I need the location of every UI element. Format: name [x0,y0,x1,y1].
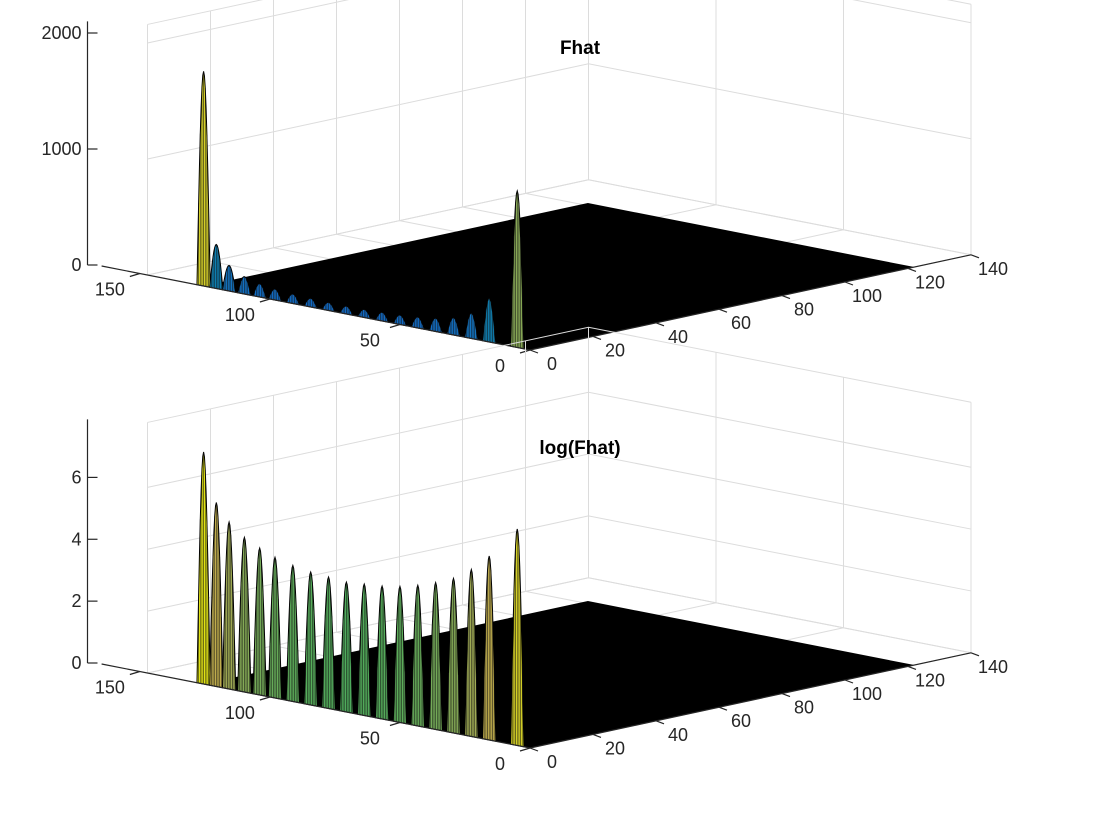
gridline-z [147,0,972,44]
x-tick [718,308,728,313]
z-tick-label: 6 [71,467,81,487]
x-tick-label: 40 [668,327,688,347]
chart-title: Fhat [560,38,601,59]
z-tick-label: 0 [71,653,81,673]
x-tick [844,281,854,286]
x-tick [529,747,539,752]
chart-title: log(Fhat) [539,438,620,459]
subplot-log-fhat: 0 20 40 60 80 100 120 140 0 50 100 150 0 2 4 6 log(Fhat) [71,326,1008,774]
y-axis-line [101,663,531,749]
x-tick-label: 80 [794,300,814,320]
y-tick [519,747,531,752]
x-tick-label: 120 [915,272,945,292]
surface-ridges [196,451,525,748]
x-tick [970,652,980,657]
x-tick-label: 20 [605,340,625,360]
y-tick-label: 100 [225,305,255,325]
x-axis-line [529,254,972,351]
x-tick [592,335,602,340]
x-tick-label: 80 [794,698,814,718]
subplot-fhat: 0 20 40 60 80 100 120 140 0 50 100 150 0 1000 2000 Fhat [41,0,1008,376]
axes: 0 20 40 60 80 100 120 140 0 50 100 150 0 2 4 6 [71,419,1008,774]
x-tick-label: 0 [547,752,557,772]
x-tick [592,733,602,738]
gridline-z [147,453,972,550]
y-tick [259,696,271,701]
x-tick-label: 140 [978,657,1008,677]
y-tick [389,721,401,727]
axes: 0 20 40 60 80 100 120 140 0 50 100 150 0 1000 2000 [41,21,1008,376]
surface-ridges [196,71,525,350]
gridline-z [147,179,972,276]
x-tick [781,295,791,300]
y-tick [129,272,141,278]
x-tick [907,665,917,670]
x-tick [655,720,665,725]
y-tick-label: 0 [495,356,505,376]
x-tick-label: 0 [547,354,557,374]
x-tick [718,706,728,711]
y-axis-line [101,265,531,351]
x-tick-label: 20 [605,738,625,758]
x-tick-label: 120 [915,670,945,690]
y-tick-label: 50 [360,729,380,749]
y-tick [129,670,141,676]
x-tick-label: 40 [668,725,688,745]
y-tick-label: 150 [95,678,125,698]
gridline-z [147,63,972,160]
x-tick [970,254,980,259]
y-tick-label: 50 [360,331,380,351]
gridline-z [147,515,972,612]
z-tick-label: 4 [71,529,81,549]
x-tick [781,693,791,698]
x-tick-label: 100 [852,684,882,704]
y-tick [259,298,271,303]
gridline-z [147,0,972,25]
y-tick [389,323,401,329]
x-tick-label: 60 [731,711,751,731]
z-tick-label: 1000 [41,139,81,159]
y-tick-label: 100 [225,703,255,723]
z-tick-label: 2 [71,591,81,611]
y-tick-label: 150 [95,280,125,300]
gridline-z [147,326,972,423]
gridline-z [147,391,972,488]
x-tick [655,322,665,327]
x-tick [907,267,917,272]
x-tick-label: 140 [978,259,1008,279]
z-tick-label: 2000 [41,23,81,43]
surface-floor [203,203,915,350]
x-tick-label: 100 [852,286,882,306]
z-tick-label: 0 [71,255,81,275]
y-tick-label: 0 [495,754,505,774]
x-tick [529,349,539,354]
x-tick-label: 60 [731,313,751,333]
x-axis-line [529,652,972,749]
x-tick [844,679,854,684]
